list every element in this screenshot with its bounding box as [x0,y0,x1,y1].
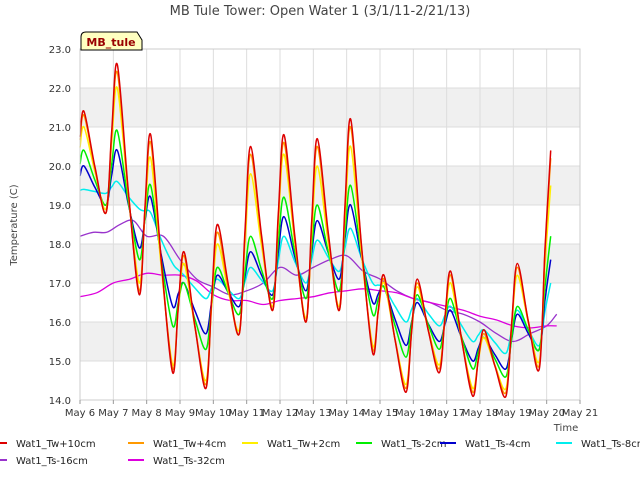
plot-band [80,361,580,400]
plot-background [80,49,580,400]
x-tick-label: May 10 [195,408,232,419]
x-tick-label: May 17 [428,408,465,419]
plot-band [80,127,580,166]
y-tick-label: 16.0 [49,318,71,329]
legend-label: Wat1_Tw+4cm [153,439,226,450]
y-tick-label: 14.0 [49,396,71,407]
plot-band [80,49,580,88]
x-tick-label: May 14 [328,408,365,419]
series-line-wat1-ts-16cm [79,219,558,343]
x-tick-label: May 20 [528,408,565,419]
chart-title: MB Tule Tower: Open Water 1 (3/1/11-2/21… [170,4,471,19]
x-tick-label: May 8 [132,408,162,419]
y-tick-label: 19.0 [49,201,71,212]
x-tick-label: May 19 [495,408,532,419]
legend: Wat1_Tw+10cm Wat1_Tw+4cm Wat1_Tw+2cm Wat1_T… [0,439,640,467]
series-layer [79,62,558,399]
legend-label: Wat1_Ts-8cm [581,439,640,450]
y-axis-ticks: 14.0 15.0 16.0 17.0 18.0 19.0 20.0 21.0 22.0 23.0 [49,45,71,407]
y-tick-label: 23.0 [49,45,71,56]
plot-band [80,322,580,361]
x-tick-label: May 15 [362,408,399,419]
site-label-box: MB_tule [80,31,143,51]
x-tick-label: May 12 [262,408,299,419]
legend-label: Wat1_Ts-4cm [465,439,531,450]
x-tick-label: May 9 [165,408,195,419]
legend-item-wat1-ts-2cm: Wat1_Ts-2cm [356,439,447,450]
series-line-wat1-ts-2cm [79,129,552,378]
plot-band [80,283,580,322]
x-tick-label: May 18 [462,408,499,419]
legend-label: Wat1_Ts-2cm [381,439,447,450]
y-tick-label: 21.0 [49,123,71,134]
legend-label: Wat1_Ts-16cm [16,456,88,467]
y-tick-label: 17.0 [49,279,71,290]
legend-item-wat1-ts-16cm: Wat1_Ts-16cm [0,456,88,467]
legend-label: Wat1_Ts-32cm [153,456,225,467]
legend-item-wat1-tw-2cm: Wat1_Tw+2cm [242,439,340,450]
legend-item-wat1-tw-10cm: Wat1_Tw+10cm [0,439,96,450]
legend-item-wat1-ts-8cm: Wat1_Ts-8cm [556,439,640,450]
y-tick-label: 18.0 [49,240,71,251]
x-tick-label: May 7 [98,408,128,419]
x-tick-label: May 21 [562,408,599,419]
y-tick-label: 22.0 [49,84,71,95]
x-tick-label: May 11 [228,408,265,419]
plot-band [80,166,580,205]
x-tick-label: May 16 [395,408,432,419]
x-axis-label: Time [553,423,578,434]
x-tick-label: May 6 [65,408,95,419]
x-tick-label: May 13 [295,408,332,419]
y-tick-label: 15.0 [49,357,71,368]
plot-frame [79,48,581,401]
legend-item-wat1-tw-4cm: Wat1_Tw+4cm [128,439,226,450]
series-line-wat1-tw-10cm [79,62,552,399]
plot-band [80,205,580,244]
y-axis-label: Temperature (C) [9,184,20,266]
legend-item-wat1-ts-4cm: Wat1_Ts-4cm [440,439,531,450]
y-tick-label: 20.0 [49,162,71,173]
plot-band [80,88,580,127]
legend-label: Wat1_Tw+10cm [16,439,96,450]
legend-label: Wat1_Tw+2cm [267,439,340,450]
site-label: MB_tule [86,36,135,49]
legend-item-wat1-ts-32cm: Wat1_Ts-32cm [128,456,225,467]
